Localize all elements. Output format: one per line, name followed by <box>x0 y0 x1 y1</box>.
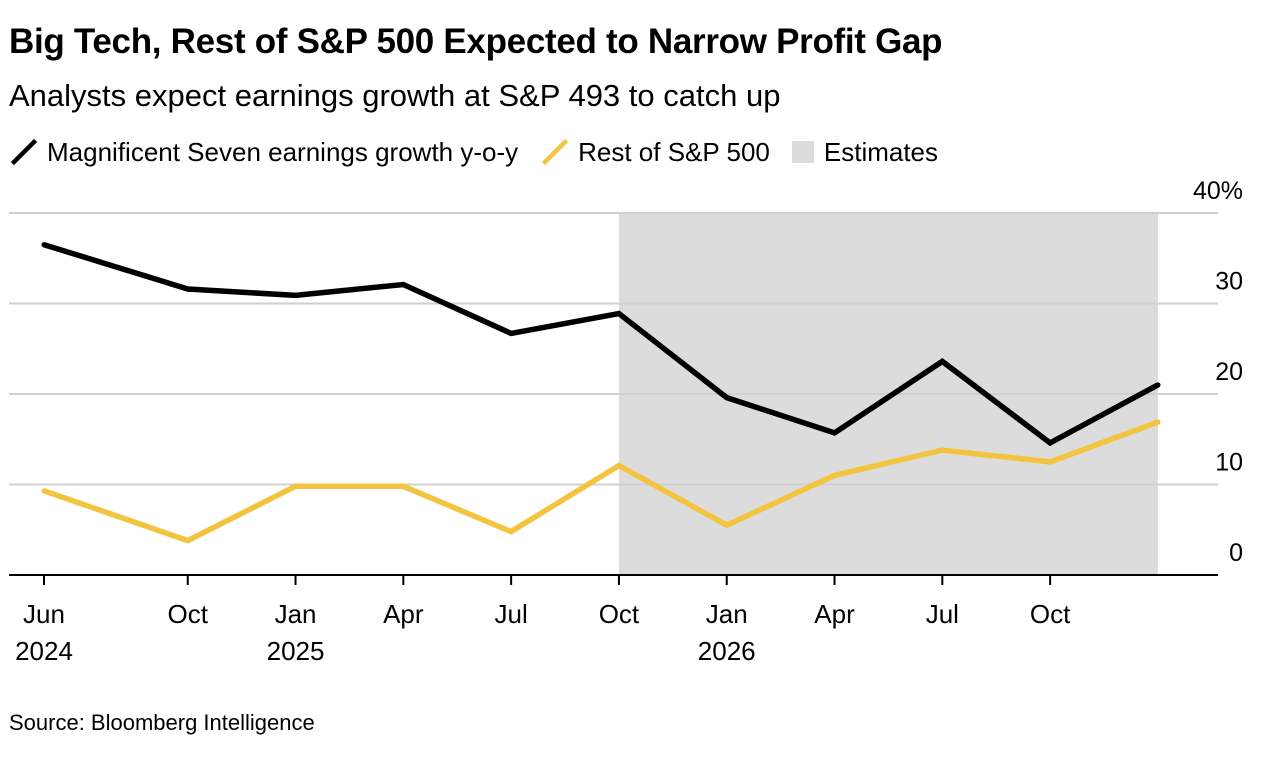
x-tick-label: Jul <box>495 599 528 629</box>
legend-label-mag7: Magnificent Seven earnings growth y-o-y <box>47 136 519 167</box>
data-point-mag7 <box>508 330 514 336</box>
chart-subtitle: Analysts expect earnings growth at S&P 4… <box>9 78 781 113</box>
data-point-mag7 <box>41 242 47 248</box>
data-point-rest <box>185 538 191 544</box>
data-point-mag7 <box>1155 382 1161 388</box>
x-tick-label: Apr <box>814 599 855 629</box>
data-point-rest <box>1155 419 1161 425</box>
legend-swatch-estimates <box>791 141 814 163</box>
legend-label-estimates: Estimates <box>823 136 939 167</box>
data-point-rest <box>616 462 622 469</box>
legend-swatch-rest <box>541 138 569 166</box>
data-point-rest <box>508 528 514 535</box>
data-point-mag7 <box>616 310 622 317</box>
data-point-rest <box>1047 459 1053 465</box>
data-point-mag7 <box>724 395 730 401</box>
legend-item-mag7: Magnificent Seven earnings growth y-o-y <box>9 137 518 168</box>
x-tick-label: Oct <box>599 599 640 629</box>
data-point-rest <box>724 522 730 528</box>
y-tick-label: 40% <box>1193 177 1243 205</box>
legend-item-estimates: Estimates <box>791 136 939 168</box>
data-point-mag7 <box>1047 440 1053 446</box>
legend-swatch-mag7 <box>10 138 38 166</box>
data-point-rest <box>292 483 299 489</box>
data-point-rest <box>939 447 945 453</box>
x-tick-year-label: 2024 <box>15 636 73 666</box>
x-tick-label: Oct <box>1030 599 1071 629</box>
data-point-mag7 <box>400 281 406 288</box>
x-tick-label: Jan <box>706 599 748 629</box>
data-point-rest <box>831 472 838 479</box>
chart-title: Big Tech, Rest of S&P 500 Expected to Na… <box>9 22 943 61</box>
x-tick-label: Apr <box>383 599 424 629</box>
legend: Magnificent Seven earnings growth y-o-y … <box>9 134 960 170</box>
x-tick-label: Jan <box>275 599 317 629</box>
legend-label-rest: Rest of S&P 500 <box>578 136 770 167</box>
data-point-mag7 <box>939 358 945 365</box>
y-tick-label: 0 <box>1229 539 1243 567</box>
data-point-mag7 <box>831 430 838 436</box>
y-tick-label: 30 <box>1215 268 1243 296</box>
data-point-mag7 <box>292 292 299 298</box>
y-tick-label: 20 <box>1215 358 1243 386</box>
data-point-rest <box>41 488 47 494</box>
data-point-mag7 <box>185 286 191 292</box>
x-tick-label: Jul <box>926 599 959 629</box>
y-tick-label: 10 <box>1215 449 1243 477</box>
legend-item-rest: Rest of S&P 500 <box>540 137 770 168</box>
x-tick-label: Jun <box>23 599 65 629</box>
source-note: Source: Bloomberg Intelligence <box>9 710 315 735</box>
x-tick-year-label: 2025 <box>267 636 325 666</box>
x-tick-year-label: 2026 <box>698 636 756 666</box>
data-point-rest <box>400 483 406 489</box>
x-tick-label: Oct <box>168 599 209 629</box>
